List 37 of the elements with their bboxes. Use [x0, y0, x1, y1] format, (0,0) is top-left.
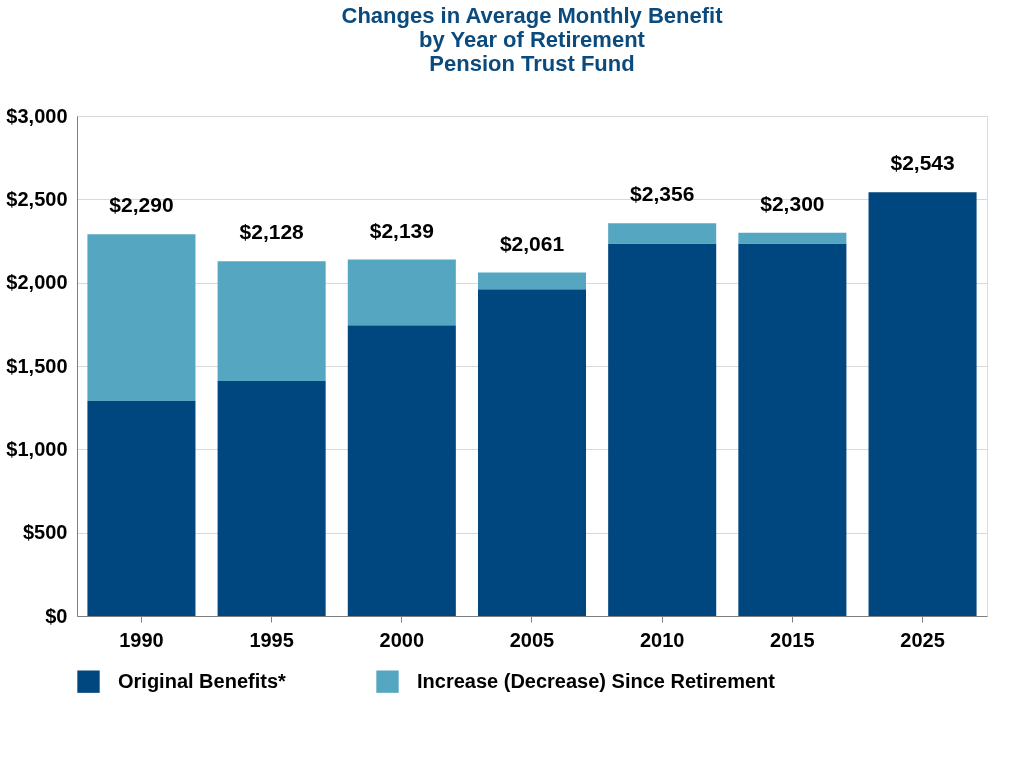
total-label: $2,061	[499, 231, 565, 255]
total-label: $2,356	[630, 182, 695, 206]
x-tick-label: 1995	[249, 628, 294, 651]
bar	[87, 401, 196, 616]
y-tick-label: $500	[23, 521, 68, 544]
bar	[347, 259, 456, 326]
bar	[738, 243, 847, 616]
x-tick-label: 2015	[770, 628, 815, 651]
x-tick-label: 2025	[900, 628, 945, 651]
y-tick-label: $1,000	[6, 437, 68, 460]
y-tick-label: $1,500	[6, 354, 68, 377]
total-label: $2,300	[760, 191, 825, 215]
bar	[868, 192, 977, 616]
bar	[477, 289, 587, 616]
legend-label: Original Benefits*	[118, 669, 287, 692]
total-label: $2,543	[890, 151, 955, 175]
bar	[87, 234, 196, 401]
x-tick-label: 1990	[119, 628, 164, 651]
chart-title: Changes in Average Monthly Benefit by Year of Retirement Pension Trust Fund	[341, 3, 724, 76]
bar	[217, 381, 326, 616]
bar	[608, 223, 717, 244]
bar	[217, 261, 326, 381]
x-tick-label: 2010	[639, 628, 685, 651]
x-tick-label: 2005	[509, 628, 555, 651]
total-label: $2,290	[109, 193, 174, 217]
legend-label: Increase (Decrease) Since Retirement	[417, 669, 776, 692]
y-tick-label: $2,000	[6, 271, 68, 294]
y-tick-label: $0	[45, 604, 68, 627]
bar	[477, 272, 587, 290]
bar	[738, 232, 847, 244]
x-tick-label: 2000	[379, 628, 425, 651]
y-tick-label: $2,500	[6, 187, 68, 210]
bar	[608, 243, 717, 616]
y-tick-label: $3,000	[6, 104, 68, 127]
total-label: $2,139	[369, 218, 434, 242]
bar	[347, 325, 456, 616]
total-label: $2,128	[239, 220, 305, 244]
